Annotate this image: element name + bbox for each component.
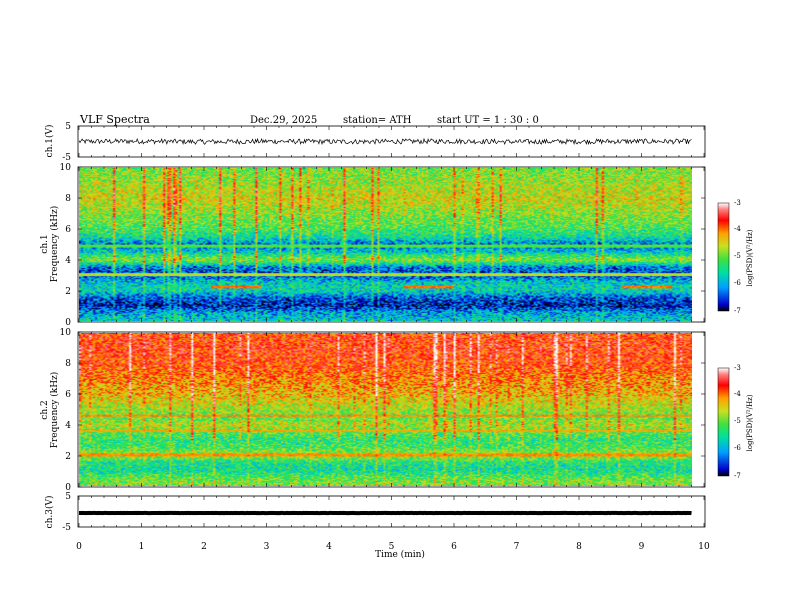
time-tick-label: 0 [76,542,82,552]
figure-title: VLF Spectra [79,113,150,126]
ch2-cb-tick-5: -5 [734,417,741,425]
ch2-spec-y-tick-label: 6 [65,390,71,400]
time-tick-label: 5 [389,542,395,552]
time-tick-label: 1 [139,542,145,552]
ch1-cb-tick-6: -6 [734,279,741,287]
ch2-colorbar: -3 -4 -5 -6 -7 log(PSD)(V²/Hz) [717,364,754,480]
time-tick-label: 10 [698,542,710,552]
time-axis-title: Time (min) [375,549,425,560]
ch1-spec-y-tick-label: 0 [65,318,71,328]
ch2-spectrogram-panel: 0 2 4 6 8 10 ch.2 Frequency (kHz) [40,328,706,493]
ch1-channel-label: ch.1 [40,234,50,253]
ch2-spec-y-tick-label: 10 [60,328,72,338]
ch2-spec-y-tick-label: 0 [65,483,71,493]
ch2-spectrogram-image [79,333,692,486]
ch1-freq-label: Frequency (kHz) [49,206,60,283]
ch3-ytick-top: 5 [65,492,71,502]
ch3-waveform-panel: 5 -5 ch.3(V) 0 1 2 3 4 5 6 7 8 9 10 Time (min) [44,492,710,560]
ch2-channel-label: ch.2 [40,400,50,419]
ch1-cb-label: log(PSD)(V²/Hz) [746,229,754,286]
time-axis-labels: 0 1 2 3 4 5 6 7 8 9 10 [76,542,710,552]
ch1-spectrogram-panel: 0 2 4 6 8 10 ch.1 Frequency (kHz) [40,163,706,328]
ch1-cb-tick-5: -5 [734,252,741,260]
time-tick-label: 7 [514,542,520,552]
ch2-spec-y-ticks: 0 2 4 6 8 10 [60,328,705,493]
header: VLF Spectra Dec.29, 2025 station= ATH st… [79,113,539,126]
ch1-cb-tick-7: -7 [734,307,741,315]
ch1-cb-tick-3: -3 [734,199,741,207]
ch1-spec-x-ticks [78,167,705,322]
time-tick-label: 8 [576,542,582,552]
ch2-freq-label: Frequency (kHz) [49,372,60,449]
ch1-trace [78,137,692,146]
ch1-spec-y-tick-label: 2 [65,287,71,297]
time-tick-label: 6 [451,542,457,552]
ch3-ytick-bottom: -5 [62,523,71,533]
ch2-cb-tick-4: -4 [734,390,741,398]
ch1-ytick-top: 5 [65,122,71,132]
ch2-cb-tick-3: -3 [734,364,741,372]
ch2-spec-y-tick-label: 2 [65,452,71,462]
ch2-spec-x-ticks [78,332,705,487]
time-tick-label: 3 [264,542,270,552]
ch2-cb-tick-6: -6 [734,444,741,452]
ch3-x-ticks [78,496,705,527]
start-ut-label: start UT = 1 : 30 : 0 [437,115,539,126]
station-label: station= ATH [343,115,412,126]
ch1-colorbar-gradient [717,202,730,312]
ch1-spec-y-ticks: 0 2 4 6 8 10 [60,163,705,328]
ch1-ytick-bottom: -5 [62,153,71,163]
time-tick-label: 2 [201,542,207,552]
ch1-cb-tick-4: -4 [734,225,741,233]
ch3-ylabel: ch.3(V) [44,496,55,529]
ch1-spec-y-tick-label: 10 [60,163,72,173]
ch1-colorbar: -3 -4 -5 -6 -7 log(PSD)(V²/Hz) [717,199,754,315]
ch1-spectrogram-image [79,168,692,321]
time-tick-label: 9 [639,542,645,552]
ch1-spec-y-tick-label: 4 [65,256,71,266]
date-label: Dec.29, 2025 [250,115,317,126]
ch1-spec-y-tick-label: 8 [65,194,71,204]
ch2-cb-label: log(PSD)(V²/Hz) [746,394,754,451]
ch2-colorbar-gradient [717,367,730,477]
ch1-waveform-panel: 5 -5 ch.1(V) [44,122,706,163]
ch1-spec-y-tick-label: 6 [65,225,71,235]
time-tick-label: 4 [326,542,332,552]
ch2-spec-y-tick-label: 8 [65,359,71,369]
ch1-ylabel: ch.1(V) [44,125,55,158]
ch2-cb-tick-7: -7 [734,472,741,480]
ch2-spec-y-tick-label: 4 [65,421,71,431]
ch1-x-ticks [78,126,705,157]
